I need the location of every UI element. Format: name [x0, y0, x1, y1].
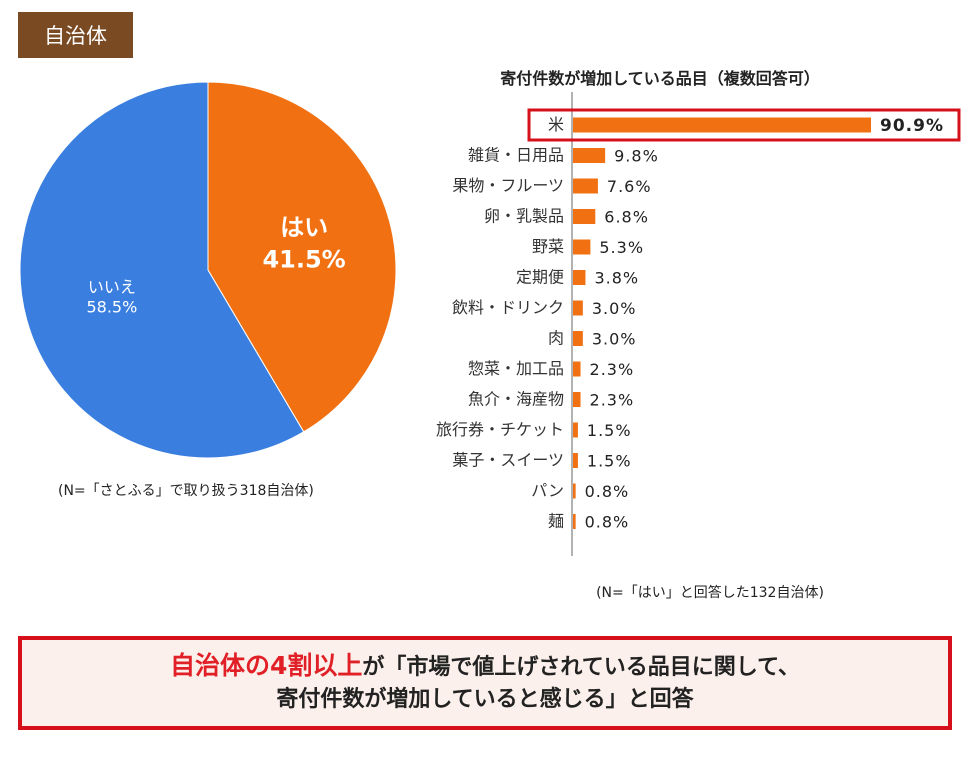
bar-category-label: 果物・フルーツ	[452, 176, 564, 195]
pie-label-1: いいえ	[88, 277, 136, 296]
bar-note: (N=「はい」と回答した132自治体)	[596, 585, 824, 601]
bar	[573, 453, 578, 468]
bar-chart: 米 90.9% 雑貨・日用品 9.8% 果物・フルーツ 7.6% 卵・乳製品 6.8% 野菜 5.…	[436, 92, 961, 556]
bar	[573, 514, 576, 529]
bar-value-label: 0.8%	[585, 482, 630, 501]
conclusion-box: 自治体の4割以上が「市場で値上げされている品目に関して、 寄付件数が増加している…	[18, 636, 952, 730]
bar-category-label: 雑貨・日用品	[468, 146, 564, 165]
bar-chart-title: 寄付件数が増加している品目（複数回答可）	[500, 69, 820, 88]
bar-category-label: 野菜	[532, 237, 564, 256]
bar-value-label: 3.8%	[594, 269, 639, 288]
bar	[573, 300, 583, 316]
bar	[573, 422, 578, 438]
bar	[573, 270, 586, 285]
bar	[573, 117, 871, 133]
bar-value-label: 2.3%	[590, 391, 635, 410]
pie-slice-0	[207, 81, 397, 433]
bar-category-label: 旅行券・チケット	[436, 420, 564, 439]
bar	[573, 209, 596, 224]
bar-category-label: パン	[531, 481, 564, 500]
highlight-box	[527, 108, 961, 142]
bar-category-label: 卵・乳製品	[484, 207, 564, 226]
pie-value-1: 58.5%	[86, 297, 137, 316]
pie-value-0: 41.5%	[262, 246, 345, 274]
pie-note: (N=「さとふる」で取り扱う318自治体)	[58, 483, 314, 499]
bar-value-label: 3.0%	[592, 330, 637, 349]
bar	[573, 148, 606, 163]
conclusion-line1-rest: が「市場で値上げされている品目に関して、	[362, 655, 800, 680]
bar-value-label: 1.5%	[587, 452, 632, 471]
bar-value-label: 3.0%	[592, 299, 637, 318]
bar	[573, 178, 598, 194]
bar-category-label: 肉	[548, 329, 564, 348]
pie-label-0: はい	[280, 214, 328, 242]
bar-value-label: 0.8%	[585, 513, 630, 532]
bar-category-label: 定期便	[516, 268, 564, 287]
conclusion-highlight: 自治体の4割以上	[170, 651, 363, 680]
bar	[573, 239, 591, 255]
bar-value-label: 1.5%	[587, 421, 632, 440]
bar-value-label: 6.8%	[604, 208, 649, 227]
bar-value-label: 7.6%	[607, 177, 652, 196]
bar-category-label: 菓子・スイーツ	[452, 451, 564, 470]
bar-value-label: 90.9%	[880, 116, 944, 136]
bar-value-label: 9.8%	[614, 147, 659, 166]
bar-category-label: 米	[548, 115, 564, 134]
bar	[573, 331, 583, 346]
bar-value-label: 5.3%	[599, 238, 644, 257]
bar-category-label: 飲料・ドリンク	[452, 298, 564, 317]
bar-category-label: 魚介・海産物	[468, 390, 564, 409]
category-tag: 自治体	[18, 12, 133, 58]
bar-value-label: 2.3%	[590, 360, 635, 379]
bar	[573, 361, 581, 377]
bar	[573, 483, 576, 499]
pie-slice-1	[19, 81, 305, 459]
conclusion-line1: 自治体の4割以上が「市場で値上げされている品目に関して、	[170, 650, 800, 684]
bar	[573, 392, 581, 407]
bar-category-label: 麺	[548, 512, 564, 531]
bar-category-label: 惣菜・加工品	[468, 359, 564, 378]
conclusion-line2: 寄付件数が増加していると感じる」と回答	[276, 687, 694, 712]
